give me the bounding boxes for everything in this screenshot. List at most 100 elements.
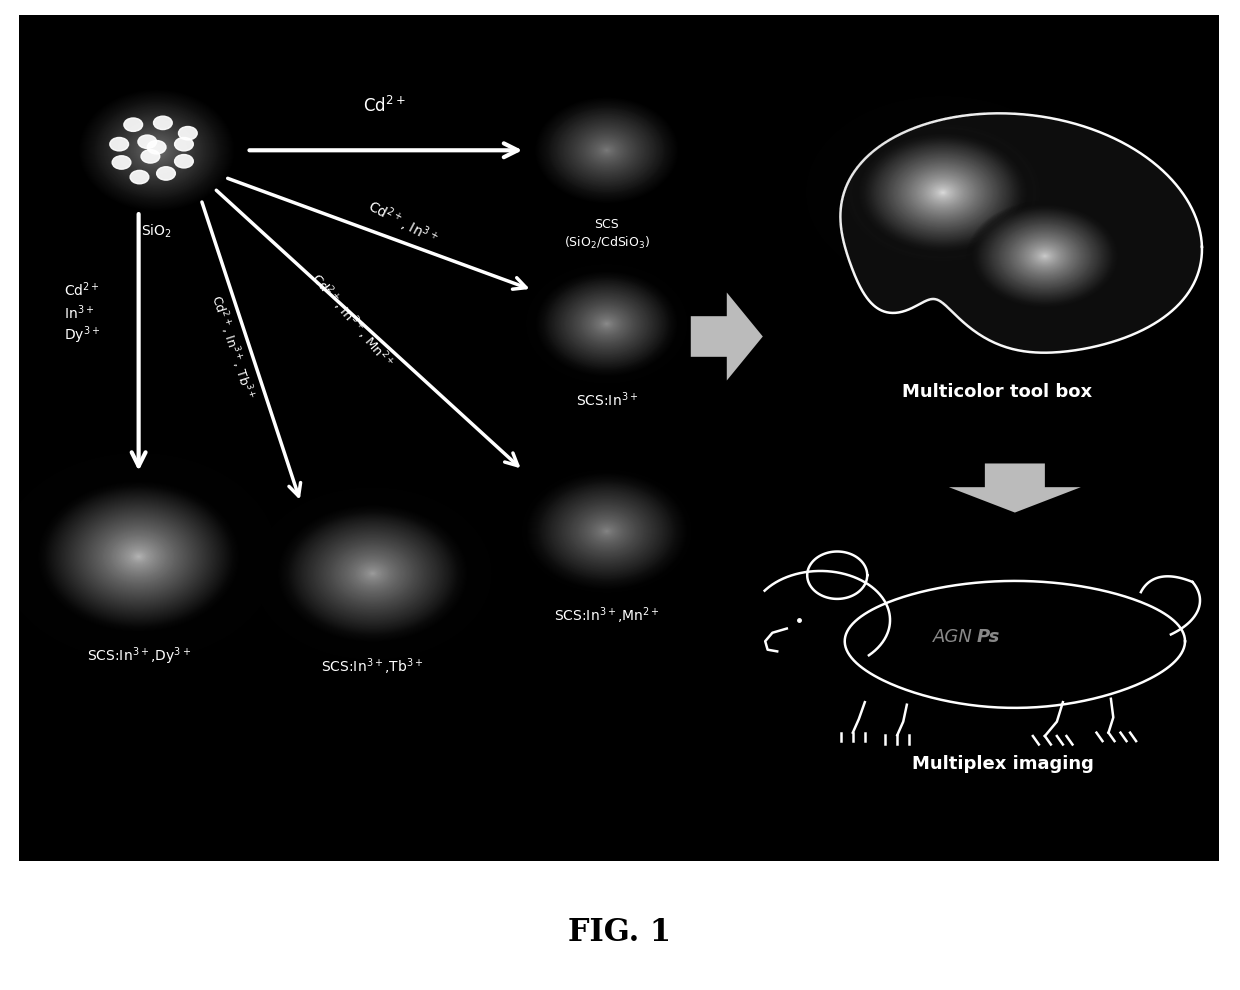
Ellipse shape [552, 491, 662, 571]
Ellipse shape [991, 218, 1099, 294]
Ellipse shape [365, 567, 381, 579]
Ellipse shape [105, 111, 207, 190]
Ellipse shape [548, 280, 666, 367]
Ellipse shape [564, 292, 649, 355]
Ellipse shape [977, 209, 1112, 304]
Ellipse shape [988, 216, 1101, 296]
Ellipse shape [334, 544, 413, 602]
Ellipse shape [929, 182, 957, 203]
Ellipse shape [1001, 225, 1089, 287]
Ellipse shape [290, 514, 455, 634]
Ellipse shape [94, 524, 184, 590]
Ellipse shape [575, 301, 639, 347]
Ellipse shape [320, 536, 425, 612]
Ellipse shape [78, 89, 234, 211]
Ellipse shape [366, 568, 379, 579]
Ellipse shape [997, 223, 1092, 290]
Ellipse shape [68, 504, 208, 609]
Ellipse shape [551, 282, 663, 365]
Ellipse shape [900, 162, 986, 223]
Ellipse shape [77, 511, 200, 602]
Ellipse shape [133, 132, 180, 168]
Ellipse shape [93, 523, 185, 591]
Ellipse shape [46, 487, 232, 626]
Ellipse shape [1027, 243, 1064, 269]
Ellipse shape [579, 511, 635, 551]
Ellipse shape [603, 147, 611, 153]
Ellipse shape [329, 542, 417, 606]
Ellipse shape [38, 481, 239, 632]
Ellipse shape [600, 526, 614, 537]
Ellipse shape [120, 122, 192, 178]
Ellipse shape [342, 551, 403, 595]
Ellipse shape [88, 97, 224, 204]
Ellipse shape [541, 102, 672, 199]
Text: SCS:In$^{3+}$,Tb$^{3+}$: SCS:In$^{3+}$,Tb$^{3+}$ [321, 656, 424, 677]
Ellipse shape [558, 496, 656, 566]
Ellipse shape [128, 128, 186, 173]
Ellipse shape [559, 288, 655, 359]
Ellipse shape [892, 156, 994, 229]
Polygon shape [691, 292, 763, 380]
Ellipse shape [83, 515, 195, 599]
Ellipse shape [1022, 240, 1069, 272]
Ellipse shape [1004, 228, 1085, 284]
Ellipse shape [580, 131, 632, 169]
Ellipse shape [596, 524, 618, 539]
Ellipse shape [136, 135, 177, 166]
Ellipse shape [600, 527, 613, 536]
Ellipse shape [908, 168, 977, 217]
Ellipse shape [148, 141, 166, 153]
Ellipse shape [298, 519, 449, 629]
Ellipse shape [525, 472, 688, 590]
Text: Dy$^{3+}$: Dy$^{3+}$ [64, 325, 100, 346]
Ellipse shape [564, 119, 649, 181]
Ellipse shape [929, 183, 956, 202]
Ellipse shape [856, 131, 1030, 254]
Ellipse shape [294, 516, 451, 631]
Ellipse shape [593, 313, 621, 335]
Ellipse shape [554, 493, 660, 569]
Ellipse shape [585, 135, 629, 166]
Ellipse shape [130, 130, 184, 171]
Ellipse shape [83, 92, 231, 208]
Ellipse shape [93, 101, 219, 200]
Ellipse shape [885, 152, 1001, 233]
Ellipse shape [584, 515, 629, 547]
Ellipse shape [579, 303, 635, 345]
Ellipse shape [606, 323, 608, 325]
Ellipse shape [542, 102, 672, 198]
Ellipse shape [1013, 234, 1076, 278]
Ellipse shape [583, 514, 630, 548]
Ellipse shape [99, 105, 215, 195]
Ellipse shape [125, 126, 187, 174]
Ellipse shape [585, 308, 629, 340]
Ellipse shape [856, 132, 1029, 253]
Ellipse shape [279, 506, 466, 642]
Ellipse shape [879, 148, 1007, 238]
Ellipse shape [155, 148, 159, 151]
Ellipse shape [1037, 249, 1054, 262]
Ellipse shape [134, 552, 144, 560]
Ellipse shape [569, 123, 645, 178]
Ellipse shape [295, 517, 450, 630]
Ellipse shape [575, 127, 639, 173]
Ellipse shape [972, 205, 1118, 308]
Ellipse shape [558, 114, 656, 186]
Ellipse shape [593, 140, 621, 161]
Ellipse shape [925, 180, 961, 205]
Ellipse shape [544, 486, 670, 576]
Ellipse shape [67, 503, 210, 610]
Ellipse shape [986, 214, 1105, 298]
Ellipse shape [977, 208, 1114, 304]
Ellipse shape [573, 125, 641, 175]
Ellipse shape [547, 106, 666, 194]
Ellipse shape [941, 191, 945, 194]
Ellipse shape [600, 145, 614, 155]
Ellipse shape [69, 505, 207, 608]
Text: Multicolor tool box: Multicolor tool box [901, 383, 1092, 401]
Ellipse shape [990, 217, 1100, 295]
Ellipse shape [548, 489, 665, 573]
Ellipse shape [552, 283, 662, 364]
Ellipse shape [934, 186, 952, 199]
